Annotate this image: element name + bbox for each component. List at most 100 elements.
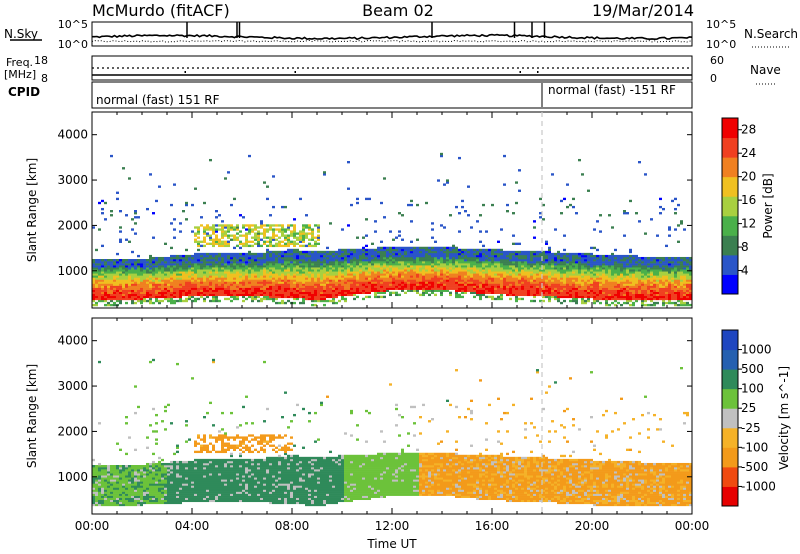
power-cell (212, 279, 215, 282)
power-cell (542, 267, 545, 270)
power-cell (635, 285, 638, 288)
power-cell (107, 267, 110, 270)
power-cell (155, 285, 158, 288)
power-cell (362, 279, 365, 282)
power-cell (332, 269, 335, 272)
power-cell (410, 265, 413, 268)
power-cell (341, 248, 344, 252)
power-cell (275, 228, 278, 231)
power-cell (116, 279, 119, 282)
power-cell (161, 273, 164, 276)
power-cell (92, 226, 95, 229)
power-cell (101, 265, 104, 268)
power-cell (437, 267, 440, 270)
power-cell (176, 295, 179, 299)
power-cell (653, 287, 656, 290)
power-cell (128, 265, 131, 268)
power-cell (479, 271, 482, 274)
power-cell (272, 205, 275, 209)
power-cell (503, 279, 506, 282)
power-cell (299, 281, 302, 284)
power-cell (212, 232, 215, 235)
power-cell (260, 261, 263, 264)
power-cell (431, 291, 434, 295)
power-cell (500, 228, 503, 231)
power-cell (230, 203, 233, 207)
power-cell (386, 283, 389, 286)
power-cell (332, 285, 335, 288)
power-cell (416, 271, 419, 274)
power-cell (290, 230, 293, 233)
power-cell (386, 265, 389, 268)
power-cell (329, 277, 332, 280)
power-cell (197, 275, 200, 278)
power-cell (620, 269, 623, 272)
power-cell (227, 234, 230, 237)
power-cell (227, 254, 230, 258)
power-cell (119, 297, 122, 301)
power-cell (323, 254, 326, 258)
power-cell (524, 283, 527, 286)
power-cell (131, 291, 134, 295)
power-cell (449, 254, 452, 258)
power-cell (332, 259, 335, 262)
power-cell (518, 293, 521, 297)
power-cell (356, 281, 359, 284)
power-cell (536, 281, 539, 284)
power-cell (452, 287, 455, 290)
power-cell (164, 293, 167, 297)
power-cell (503, 259, 506, 262)
power-cell (338, 275, 341, 278)
power-cell (563, 267, 566, 270)
power-cell (113, 281, 116, 284)
power-cell (212, 277, 215, 280)
power-cell (281, 275, 284, 278)
power-cell (476, 265, 479, 268)
power-cell (437, 265, 440, 268)
power-cell (95, 279, 98, 282)
power-cell (257, 269, 260, 272)
power-cell (116, 291, 119, 295)
power-cell (191, 287, 194, 290)
power-cell (314, 271, 317, 274)
power-cell (455, 248, 458, 252)
power-cell (488, 295, 491, 299)
power-cell (155, 291, 158, 295)
power-cell (632, 283, 635, 286)
power-cell (509, 283, 512, 286)
power-cell (548, 271, 551, 274)
power-cell (623, 265, 626, 268)
power-cell (509, 265, 512, 268)
power-cell (257, 267, 260, 270)
power-cell (251, 275, 254, 278)
power-cell (575, 279, 578, 282)
power-cell (407, 287, 410, 290)
power-cell (629, 269, 632, 272)
power-cell (116, 252, 119, 256)
power-cell (230, 263, 233, 266)
power-cell (215, 263, 218, 266)
power-cell (203, 277, 206, 280)
power-cell (620, 275, 623, 278)
power-cell (521, 275, 524, 278)
power-cell (308, 254, 311, 258)
power-cell (269, 271, 272, 274)
power-cell (641, 295, 644, 299)
power-cell (281, 289, 284, 292)
power-cell (299, 293, 302, 297)
power-cell (515, 275, 518, 278)
power-cell (602, 295, 605, 299)
power-cell (335, 269, 338, 272)
power-cell (377, 289, 380, 292)
power-cell (359, 269, 362, 272)
power-cell (506, 269, 509, 272)
power-cell (257, 240, 260, 243)
power-cell (491, 269, 494, 272)
power-cell (182, 269, 185, 272)
power-cell (320, 254, 323, 258)
power-cell (347, 275, 350, 278)
power-cell (566, 252, 569, 256)
power-cell (278, 279, 281, 282)
power-cell (395, 250, 398, 254)
power-cell (545, 263, 548, 266)
